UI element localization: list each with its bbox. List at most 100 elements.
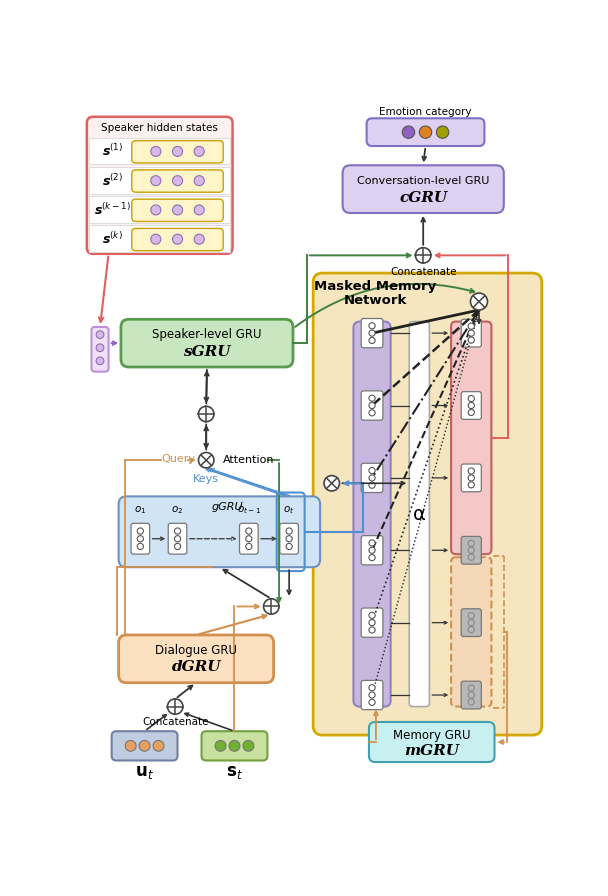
Circle shape: [369, 330, 375, 336]
Circle shape: [369, 475, 375, 481]
FancyBboxPatch shape: [132, 228, 223, 251]
FancyBboxPatch shape: [131, 523, 150, 554]
FancyBboxPatch shape: [451, 322, 491, 554]
Text: Emotion category: Emotion category: [379, 108, 472, 117]
Circle shape: [194, 146, 204, 157]
Circle shape: [468, 626, 474, 633]
FancyBboxPatch shape: [353, 322, 391, 707]
Circle shape: [369, 612, 375, 618]
FancyBboxPatch shape: [168, 523, 187, 554]
Circle shape: [468, 540, 474, 547]
FancyBboxPatch shape: [451, 557, 491, 707]
Text: $\mathbf{u}_t$: $\mathbf{u}_t$: [135, 763, 154, 781]
Circle shape: [194, 176, 204, 185]
Circle shape: [137, 536, 143, 542]
Text: Conversation-level GRU: Conversation-level GRU: [357, 176, 489, 185]
Text: $\mathbf{s}_t$: $\mathbf{s}_t$: [226, 763, 243, 781]
FancyBboxPatch shape: [132, 170, 223, 193]
Circle shape: [468, 699, 474, 705]
Text: cGRU: cGRU: [399, 191, 447, 204]
Circle shape: [174, 543, 181, 549]
Circle shape: [246, 528, 252, 534]
FancyBboxPatch shape: [409, 322, 429, 707]
FancyBboxPatch shape: [461, 681, 482, 709]
Circle shape: [437, 126, 449, 138]
Circle shape: [369, 685, 375, 691]
Circle shape: [468, 619, 474, 625]
Text: $o_1$: $o_1$: [134, 504, 147, 516]
Circle shape: [194, 234, 204, 245]
Circle shape: [96, 331, 104, 339]
Circle shape: [468, 547, 474, 554]
Circle shape: [286, 528, 292, 534]
Circle shape: [137, 543, 143, 549]
Circle shape: [369, 395, 375, 401]
Circle shape: [468, 554, 474, 560]
Circle shape: [369, 547, 375, 554]
Text: $o_{t-1}$: $o_{t-1}$: [237, 504, 261, 516]
FancyBboxPatch shape: [461, 537, 482, 564]
Circle shape: [194, 205, 204, 215]
Circle shape: [198, 452, 214, 468]
Circle shape: [167, 699, 183, 714]
Circle shape: [468, 330, 474, 336]
Text: dGRU: dGRU: [171, 660, 221, 675]
Text: $\boldsymbol{s}^{(k-1)}$: $\boldsymbol{s}^{(k-1)}$: [94, 202, 131, 218]
Circle shape: [369, 402, 375, 409]
Text: Attention: Attention: [223, 455, 275, 465]
Circle shape: [263, 599, 279, 614]
Text: Concatenate: Concatenate: [142, 717, 209, 727]
Text: Network: Network: [344, 294, 407, 306]
FancyBboxPatch shape: [367, 118, 485, 146]
Circle shape: [137, 528, 143, 534]
Circle shape: [229, 740, 240, 751]
FancyBboxPatch shape: [87, 116, 232, 254]
Text: Keys: Keys: [193, 474, 219, 485]
Text: $\boldsymbol{s}^{(k)}$: $\boldsymbol{s}^{(k)}$: [102, 231, 123, 247]
Text: Concatenate: Concatenate: [390, 267, 457, 277]
Circle shape: [173, 234, 182, 245]
Circle shape: [215, 740, 226, 751]
FancyBboxPatch shape: [121, 319, 293, 367]
Circle shape: [468, 337, 474, 343]
Circle shape: [415, 247, 431, 263]
Circle shape: [151, 205, 161, 215]
Text: mGRU: mGRU: [404, 745, 459, 758]
Circle shape: [369, 323, 375, 329]
Circle shape: [369, 338, 375, 343]
Text: Masked Memory: Masked Memory: [314, 280, 437, 293]
Circle shape: [468, 482, 474, 488]
Circle shape: [468, 409, 474, 416]
FancyBboxPatch shape: [361, 536, 383, 564]
Text: $o_t$: $o_t$: [283, 504, 295, 516]
Circle shape: [286, 543, 292, 549]
Circle shape: [246, 543, 252, 549]
FancyBboxPatch shape: [313, 273, 542, 735]
FancyBboxPatch shape: [361, 463, 383, 493]
Circle shape: [369, 482, 375, 488]
FancyBboxPatch shape: [361, 318, 383, 348]
FancyBboxPatch shape: [112, 731, 178, 761]
Text: gGRU: gGRU: [212, 502, 243, 513]
Circle shape: [96, 357, 104, 365]
FancyBboxPatch shape: [342, 165, 504, 213]
FancyBboxPatch shape: [461, 464, 482, 492]
Circle shape: [139, 740, 150, 751]
Circle shape: [468, 468, 474, 474]
Bar: [89, 138, 230, 165]
Bar: [89, 225, 230, 253]
Text: $\boldsymbol{s}^{(2)}$: $\boldsymbol{s}^{(2)}$: [102, 173, 123, 189]
Bar: [89, 167, 230, 194]
Circle shape: [369, 468, 375, 474]
FancyBboxPatch shape: [361, 391, 383, 420]
Circle shape: [402, 126, 415, 138]
FancyBboxPatch shape: [201, 731, 268, 761]
Circle shape: [468, 323, 474, 330]
Circle shape: [468, 475, 474, 481]
FancyBboxPatch shape: [91, 327, 109, 372]
Circle shape: [369, 692, 375, 698]
FancyBboxPatch shape: [461, 319, 482, 347]
FancyBboxPatch shape: [361, 608, 383, 637]
Circle shape: [369, 540, 375, 546]
Text: Speaker hidden states: Speaker hidden states: [102, 123, 218, 133]
